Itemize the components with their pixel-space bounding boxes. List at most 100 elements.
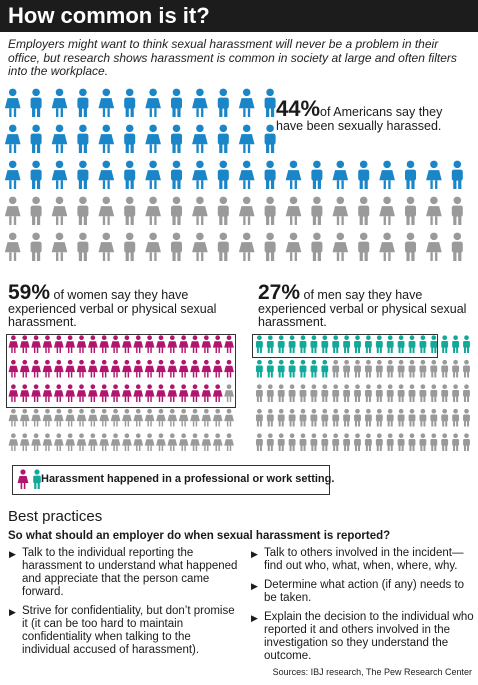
- woman-figure-icon: [31, 384, 41, 402]
- man-figure-icon: [375, 384, 383, 402]
- woman-figure-icon: [145, 88, 161, 117]
- man-figure-icon: [397, 433, 405, 451]
- woman-figure-icon: [98, 88, 115, 117]
- best-practices-right: ▶ Talk to others involved in the incident…: [250, 547, 475, 669]
- man-figure-icon: [343, 335, 351, 353]
- woman-figure-icon: [98, 124, 115, 153]
- man-figure-icon: [397, 408, 405, 427]
- man-figure-icon: [124, 196, 136, 225]
- man-figure-icon: [408, 384, 416, 402]
- bullet-icon: ▶: [251, 581, 258, 591]
- list-item: ▶ Explain the decision to the individual …: [251, 611, 474, 662]
- man-figure-icon: [463, 384, 470, 402]
- man-figure-icon: [386, 408, 394, 427]
- man-figure-icon: [375, 408, 383, 427]
- woman-figure-icon: [238, 160, 255, 189]
- man-figure-icon: [124, 232, 136, 261]
- stat-americans: 44%of Americans say they have been sexua…: [276, 98, 472, 134]
- woman-figure-icon: [379, 196, 395, 225]
- man-figure-icon: [266, 384, 274, 402]
- legend-woman-icon: [17, 469, 29, 489]
- man-figure-icon: [463, 359, 470, 378]
- man-figure-icon: [386, 359, 394, 378]
- legend-man-icon: [33, 469, 41, 489]
- woman-figure-icon: [178, 408, 189, 427]
- woman-figure-icon: [110, 335, 121, 353]
- man-figure-icon: [419, 359, 427, 378]
- man-figure-icon: [124, 88, 136, 117]
- man-figure-icon: [170, 88, 183, 117]
- man-figure-icon: [354, 359, 361, 378]
- woman-figure-icon: [190, 335, 200, 353]
- man-figure-icon: [310, 384, 318, 402]
- man-figure-icon: [364, 359, 372, 378]
- woman-figure-icon: [332, 196, 349, 225]
- woman-figure-icon: [144, 335, 155, 353]
- woman-figure-icon: [156, 433, 166, 451]
- woman-figure-icon: [224, 359, 234, 378]
- man-figure-icon: [277, 408, 285, 427]
- woman-figure-icon: [8, 433, 19, 451]
- man-figure-icon: [30, 160, 42, 189]
- man-figure-icon: [288, 359, 296, 378]
- woman-figure-icon: [144, 384, 155, 402]
- man-figure-icon: [358, 196, 370, 225]
- woman-figure-icon: [192, 196, 208, 225]
- man-figure-icon: [463, 408, 470, 427]
- man-figure-icon: [255, 384, 263, 402]
- woman-figure-icon: [19, 408, 30, 427]
- woman-figure-icon: [87, 384, 98, 402]
- woman-figure-icon: [19, 384, 30, 402]
- americans-pictogram: [4, 88, 463, 261]
- man-figure-icon: [170, 160, 183, 189]
- woman-figure-icon: [332, 160, 349, 189]
- man-figure-icon: [451, 196, 463, 225]
- americans-desc: of Americans say they have been sexually…: [276, 105, 443, 133]
- woman-figure-icon: [122, 408, 132, 427]
- woman-figure-icon: [4, 160, 21, 189]
- man-figure-icon: [354, 408, 361, 427]
- woman-figure-icon: [76, 359, 87, 378]
- man-figure-icon: [217, 88, 229, 117]
- woman-figure-icon: [167, 408, 178, 427]
- woman-figure-icon: [76, 384, 87, 402]
- woman-figure-icon: [51, 88, 68, 117]
- man-figure-icon: [332, 384, 340, 402]
- man-figure-icon: [375, 335, 383, 353]
- women-pictogram: [8, 335, 234, 451]
- woman-figure-icon: [87, 408, 98, 427]
- man-figure-icon: [441, 359, 449, 378]
- woman-figure-icon: [156, 384, 166, 402]
- man-figure-icon: [386, 433, 394, 451]
- woman-figure-icon: [4, 88, 21, 117]
- woman-figure-icon: [224, 408, 234, 427]
- man-figure-icon: [77, 160, 89, 189]
- woman-figure-icon: [110, 384, 121, 402]
- man-figure-icon: [354, 433, 361, 451]
- woman-figure-icon: [201, 433, 212, 451]
- man-figure-icon: [332, 359, 340, 378]
- woman-figure-icon: [201, 335, 212, 353]
- man-figure-icon: [266, 408, 274, 427]
- man-figure-icon: [311, 160, 323, 189]
- man-figure-icon: [264, 88, 276, 117]
- woman-figure-icon: [145, 160, 161, 189]
- woman-figure-icon: [8, 335, 19, 353]
- woman-figure-icon: [19, 335, 30, 353]
- woman-figure-icon: [285, 160, 302, 189]
- woman-figure-icon: [238, 124, 255, 153]
- woman-figure-icon: [99, 408, 110, 427]
- woman-figure-icon: [212, 433, 223, 451]
- woman-figure-icon: [144, 408, 155, 427]
- man-figure-icon: [343, 384, 351, 402]
- woman-figure-icon: [201, 408, 212, 427]
- man-figure-icon: [419, 335, 427, 353]
- man-figure-icon: [170, 196, 183, 225]
- woman-figure-icon: [87, 359, 98, 378]
- woman-figure-icon: [201, 384, 212, 402]
- woman-figure-icon: [332, 232, 349, 261]
- woman-figure-icon: [99, 359, 110, 378]
- woman-figure-icon: [167, 433, 178, 451]
- man-figure-icon: [264, 160, 276, 189]
- woman-figure-icon: [201, 359, 212, 378]
